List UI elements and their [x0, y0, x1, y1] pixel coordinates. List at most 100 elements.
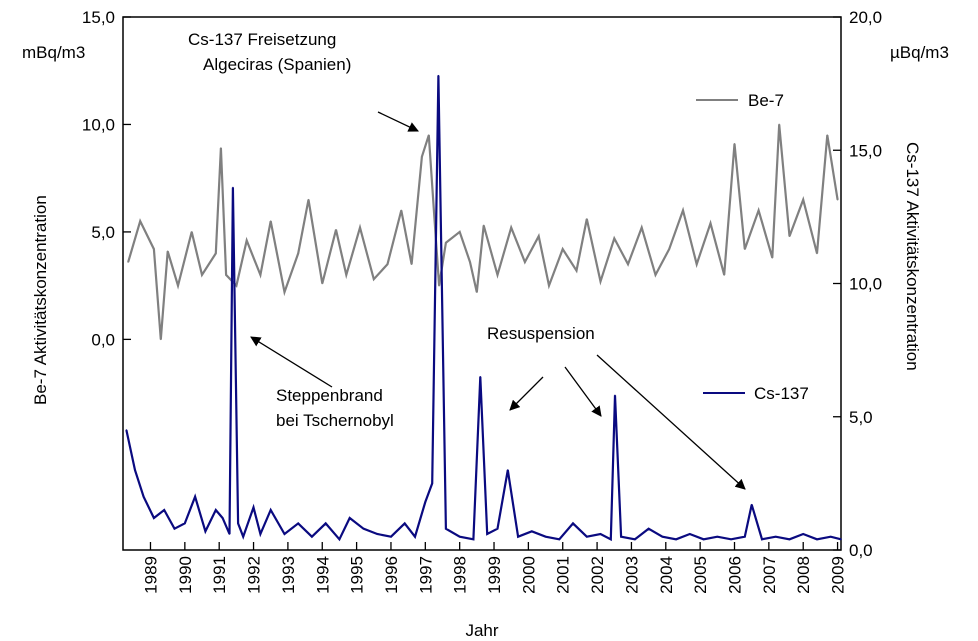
axis-ticks — [123, 16, 841, 551]
data-point-cs-137 — [774, 535, 777, 538]
data-point-cs-137 — [214, 509, 217, 511]
x-tick-label: 2003 — [622, 556, 641, 594]
data-point-cs-137 — [750, 503, 753, 506]
x-tick-label: 2004 — [657, 556, 676, 594]
data-point-be-7 — [757, 209, 760, 212]
data-point-cs-137 — [788, 538, 791, 541]
data-point-cs-137 — [829, 535, 832, 538]
data-point-cs-137 — [458, 535, 461, 538]
data-point-be-7 — [476, 291, 478, 293]
data-point-cs-137 — [634, 538, 636, 541]
x-tick-label: 2005 — [691, 556, 710, 594]
data-point-cs-137 — [716, 535, 719, 538]
data-point-cs-137 — [228, 533, 231, 535]
data-point-be-7 — [177, 284, 179, 287]
data-point-be-7 — [139, 220, 141, 222]
data-point-cs-137 — [134, 469, 136, 471]
x-tick-label: 2008 — [794, 556, 813, 594]
data-point-cs-137 — [431, 482, 433, 485]
data-point-be-7 — [458, 231, 461, 233]
data-point-cs-137 — [610, 538, 612, 541]
annotation-steppe-line1: Steppenbrand — [276, 386, 383, 405]
data-point-cs-137 — [506, 469, 509, 471]
data-point-cs-137 — [702, 538, 705, 541]
data-point-cs-137 — [486, 533, 488, 535]
data-point-be-7 — [190, 231, 193, 233]
data-point-cs-137 — [242, 535, 245, 538]
data-point-be-7 — [771, 256, 774, 259]
data-point-cs-137 — [675, 538, 677, 541]
annotation-resuspension: Resuspension — [487, 324, 595, 343]
data-point-cs-137 — [424, 501, 427, 503]
left-unit-label: mBq/m3 — [22, 43, 85, 62]
right-tick-label: 20,0 — [849, 8, 882, 27]
data-point-cs-137 — [802, 533, 805, 535]
annotation-steppe-line2: bei Tschernobyl — [276, 411, 394, 430]
data-point-cs-137 — [173, 527, 176, 530]
data-point-be-7 — [510, 226, 513, 229]
data-point-be-7 — [561, 248, 564, 250]
data-point-cs-137 — [297, 522, 300, 525]
data-point-cs-137 — [437, 74, 440, 77]
data-point-be-7 — [201, 274, 203, 276]
data-point-cs-137 — [125, 429, 128, 431]
right-tick-label: 10,0 — [849, 275, 882, 294]
data-point-cs-137 — [614, 394, 616, 397]
data-point-cs-137 — [153, 517, 155, 519]
data-point-cs-137 — [472, 538, 475, 541]
data-point-be-7 — [400, 209, 403, 212]
data-point-be-7 — [245, 239, 248, 242]
data-point-be-7 — [654, 274, 657, 276]
data-point-cs-137 — [517, 535, 519, 538]
data-point-cs-137 — [184, 522, 186, 525]
x-tick-label: 1989 — [141, 556, 160, 594]
data-point-cs-137 — [163, 509, 166, 511]
right-tick-label: 5,0 — [849, 408, 873, 427]
data-point-cs-137 — [744, 535, 746, 538]
right-unit-label: µBq/m3 — [890, 43, 949, 62]
data-point-be-7 — [733, 143, 736, 145]
data-point-be-7 — [307, 198, 310, 201]
data-point-cs-137 — [283, 533, 286, 535]
data-point-be-7 — [469, 261, 471, 263]
data-point-cs-137 — [338, 538, 341, 541]
x-tick-label: 1995 — [348, 556, 367, 594]
data-point-cs-137 — [194, 495, 196, 498]
data-point-be-7 — [836, 198, 839, 201]
x-tick-label: 1997 — [416, 556, 435, 594]
data-point-cs-137 — [221, 517, 224, 519]
data-point-be-7 — [283, 291, 286, 293]
left-tick-label: 10,0 — [82, 115, 115, 134]
data-point-be-7 — [214, 252, 217, 255]
legend-label-cs137: Cs-137 — [754, 384, 809, 403]
data-point-be-7 — [695, 263, 698, 265]
data-point-cs-137 — [142, 495, 145, 498]
data-point-cs-137 — [362, 527, 365, 530]
annotation-arrow-resusp-3 — [596, 354, 746, 490]
x-tick-label: 1990 — [176, 556, 195, 594]
data-point-be-7 — [668, 248, 671, 250]
data-point-be-7 — [778, 123, 780, 126]
data-point-be-7 — [585, 218, 588, 220]
data-point-be-7 — [410, 263, 413, 265]
left-tick-label: 0,0 — [91, 330, 115, 349]
data-point-cs-137 — [661, 535, 664, 538]
data-point-be-7 — [496, 274, 499, 276]
annotation-arrow-resusp-1 — [509, 376, 544, 411]
x-tick-label: 2007 — [760, 556, 779, 594]
data-point-be-7 — [421, 155, 423, 158]
data-point-be-7 — [220, 147, 222, 149]
data-point-be-7 — [153, 248, 155, 250]
data-point-cs-137 — [376, 533, 379, 535]
series-layer — [125, 74, 842, 542]
data-point-be-7 — [159, 338, 162, 341]
data-point-be-7 — [438, 284, 440, 287]
data-point-be-7 — [826, 134, 829, 137]
data-point-cs-137 — [572, 522, 574, 525]
data-point-be-7 — [599, 280, 602, 283]
data-point-be-7 — [537, 235, 540, 238]
data-point-be-7 — [548, 284, 550, 287]
left-tick-label: 15,0 — [82, 8, 115, 27]
x-tick-label: 2002 — [588, 556, 607, 594]
